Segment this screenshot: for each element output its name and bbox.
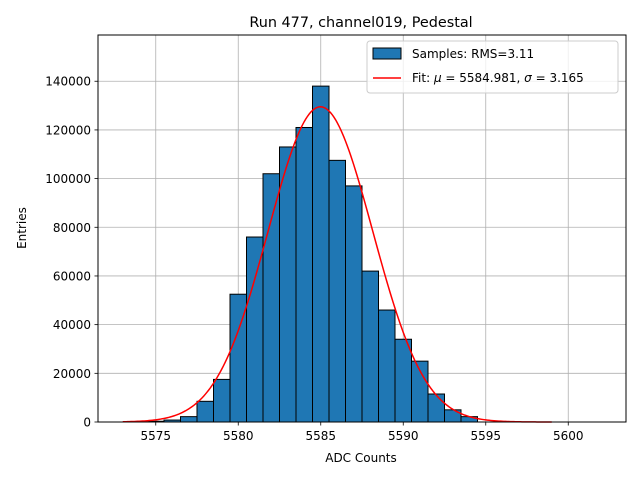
legend-fit-suffix: = 3.165 xyxy=(532,71,584,85)
legend-fit-mu-symbol: μ xyxy=(433,71,442,85)
x-tick-label: 5595 xyxy=(470,429,501,443)
legend-fit-prefix: Fit: xyxy=(412,71,434,85)
histogram-bar xyxy=(295,126,313,423)
y-tick-label: 20000 xyxy=(53,367,91,381)
histogram-bar xyxy=(394,338,412,423)
legend: Samples: RMS=3.11 Fit: μ = 5584.981, σ =… xyxy=(366,40,619,94)
y-axis-ticks: 0 20000 40000 60000 80000 100000 120000 140000 xyxy=(45,75,98,430)
histogram-bar xyxy=(180,416,198,423)
y-tick-label: 0 xyxy=(83,416,91,430)
y-tick-label: 120000 xyxy=(45,123,91,137)
gaussian-fit-curve xyxy=(122,106,552,423)
chart-title: Run 477, channel019, Pedestal xyxy=(249,15,472,31)
x-axis-ticks: 5575 5580 5585 5590 5595 5600 xyxy=(140,422,584,443)
histogram-bar xyxy=(378,309,396,423)
x-tick-label: 5580 xyxy=(223,429,254,443)
x-axis-label: ADC Counts xyxy=(325,451,397,465)
histogram-bar xyxy=(246,236,264,423)
histogram-bar xyxy=(262,173,280,423)
legend-samples-swatch xyxy=(372,47,402,60)
x-tick-label: 5590 xyxy=(388,429,419,443)
histogram-bar xyxy=(312,85,330,423)
histogram-bar xyxy=(328,159,346,423)
legend-box xyxy=(366,40,619,94)
legend-fit-sigma-symbol: σ xyxy=(524,71,532,85)
histogram-bar xyxy=(279,146,297,423)
histogram-bar xyxy=(361,270,379,423)
fit-curve-layer xyxy=(122,106,552,423)
y-tick-label: 60000 xyxy=(53,269,91,283)
y-tick-label: 140000 xyxy=(45,75,91,89)
plot-frame xyxy=(97,34,627,423)
legend-fit-middle: = 5584.981, xyxy=(442,71,525,85)
x-tick-label: 5600 xyxy=(553,429,584,443)
x-tick-label: 5575 xyxy=(140,429,171,443)
x-tick-label: 5585 xyxy=(305,429,336,443)
y-tick-label: 100000 xyxy=(45,172,91,186)
histogram-bar xyxy=(345,185,363,423)
histogram-bar xyxy=(196,400,214,423)
histogram-bar xyxy=(427,393,445,423)
histogram-bars xyxy=(147,85,478,423)
y-axis-label: Entries xyxy=(15,207,29,249)
histogram-bar xyxy=(213,378,231,423)
legend-samples-label: Samples: RMS=3.11 xyxy=(412,47,534,61)
y-tick-label: 80000 xyxy=(53,221,91,235)
legend-fit-label: Fit: μ = 5584.981, σ = 3.165 xyxy=(412,71,584,85)
y-tick-label: 40000 xyxy=(53,318,91,332)
